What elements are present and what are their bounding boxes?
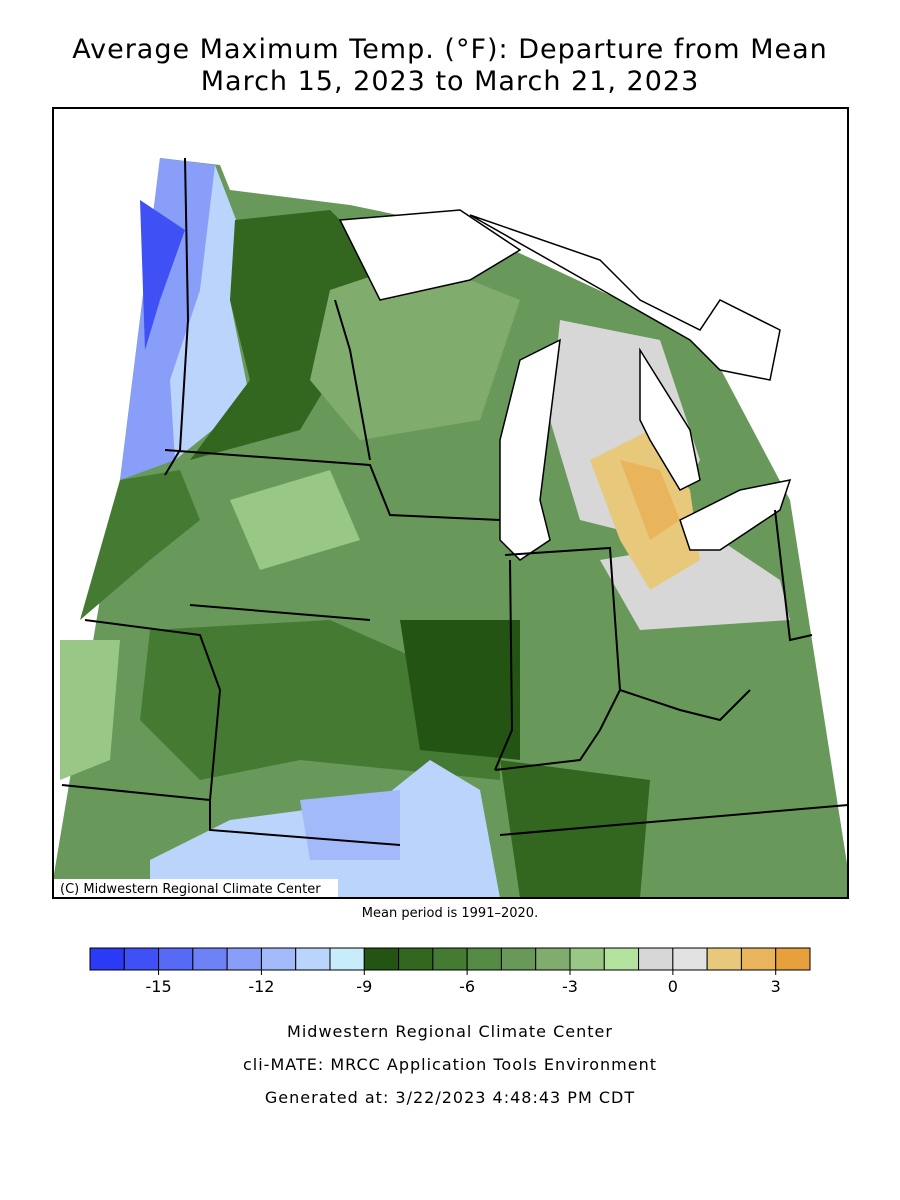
- legend-swatch: [158, 947, 194, 971]
- legend-tick-label: -12: [248, 977, 274, 996]
- legend-swatch: [775, 947, 811, 971]
- legend-swatch: [329, 947, 365, 971]
- title: Average Maximum Temp. (°F): Departure fr…: [72, 34, 828, 65]
- legend-tick-label: 3: [771, 977, 781, 996]
- legend-swatch: [398, 947, 434, 971]
- legend-swatch: [603, 947, 640, 971]
- legend-swatch: [500, 947, 537, 971]
- legend-tick-label: 0: [668, 977, 678, 996]
- map: [53, 108, 848, 898]
- credit: (C) Midwestern Regional Climate Center: [60, 882, 321, 897]
- legend-swatch: [89, 947, 125, 971]
- legend-swatch: [740, 947, 777, 971]
- legend-swatch: [123, 947, 160, 971]
- legend-swatch: [295, 947, 331, 971]
- legend-swatch: [192, 947, 228, 971]
- subtitle: March 15, 2023 to March 21, 2023: [201, 66, 700, 97]
- legend-swatch: [226, 947, 262, 971]
- legend-tick-label: -6: [459, 977, 475, 996]
- legend-swatch: [466, 947, 502, 971]
- footer-line: Generated at: 3/22/2023 4:48:43 PM CDT: [265, 1088, 635, 1107]
- legend-swatch: [535, 947, 571, 971]
- legend-tick-label: -9: [356, 977, 372, 996]
- footer-line: cli-MATE: MRCC Application Tools Environ…: [243, 1055, 657, 1074]
- footer-line: Midwestern Regional Climate Center: [287, 1022, 613, 1041]
- legend-swatch: [638, 947, 674, 971]
- legend-swatch: [432, 947, 468, 971]
- legend-tick-label: -3: [562, 977, 578, 996]
- mean-period-note: Mean period is 1991–2020.: [362, 906, 538, 921]
- legend-swatch: [672, 947, 708, 971]
- legend-swatch: [260, 947, 297, 971]
- legend: -15 -12 -9 -6 -3 0 3: [89, 947, 811, 996]
- credit-box: [54, 879, 338, 897]
- map-frame: [52, 107, 849, 899]
- legend-swatch: [363, 947, 400, 971]
- legend-swatch: [569, 947, 605, 971]
- legend-tick-label: -15: [146, 977, 172, 996]
- legend-swatch: [706, 947, 742, 971]
